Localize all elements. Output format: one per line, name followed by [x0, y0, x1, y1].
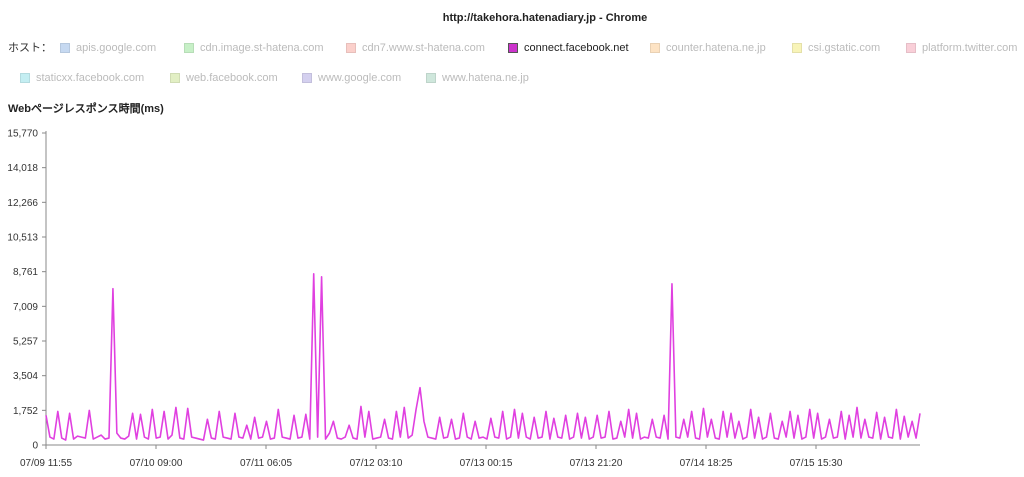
- series-line-connect-facebook-net: [45, 273, 921, 441]
- legend-swatch: [302, 73, 312, 83]
- y-axis-label: Webページレスポンス時間(ms): [8, 103, 164, 115]
- y-tick-label: 15,770: [7, 129, 38, 140]
- x-tick-label: 07/14 18:25: [680, 458, 733, 469]
- legend-item-label: cdn7.www.st-hatena.com: [362, 42, 485, 54]
- legend-swatch: [60, 43, 70, 53]
- x-tick-label: 07/10 09:00: [130, 458, 183, 469]
- y-tick-label: 5,257: [13, 336, 38, 347]
- legend-item-label: www.hatena.ne.jp: [442, 72, 529, 84]
- legend-item-cdn-image-st-hatena-com[interactable]: cdn.image.st-hatena.com: [184, 40, 324, 56]
- y-tick-label: 12,266: [7, 198, 38, 209]
- legend-item-www-google-com[interactable]: www.google.com: [302, 70, 401, 86]
- y-tick-label: 3,504: [13, 371, 38, 382]
- y-tick-label: 1,752: [13, 406, 38, 417]
- legend-item-apis-google-com[interactable]: apis.google.com: [60, 40, 156, 56]
- legend-item-label: csi.gstatic.com: [808, 42, 881, 54]
- legend-item-csi-gstatic-com[interactable]: csi.gstatic.com: [792, 40, 880, 56]
- legend-swatch: [508, 43, 518, 53]
- legend-swatch: [20, 73, 30, 83]
- y-tick-label: 0: [32, 441, 38, 452]
- y-tick-label: 14,018: [7, 163, 38, 174]
- legend-swatch: [792, 43, 802, 53]
- x-tick-label: 07/12 03:10: [350, 458, 403, 469]
- chart-title: http://takehora.hatenadiary.jp - Chrome: [442, 12, 648, 24]
- legend-item-label: connect.facebook.net: [524, 42, 629, 54]
- legend-swatch: [906, 43, 916, 53]
- legend-label: ホスト：: [8, 42, 52, 54]
- legend-item-label: www.google.com: [318, 72, 402, 84]
- legend-item-web-facebook-com[interactable]: web.facebook.com: [170, 70, 278, 86]
- legend-item-label: platform.twitter.com: [922, 42, 1018, 54]
- legend-swatch: [650, 43, 660, 53]
- legend-item-cdn7-www-st-hatena-com[interactable]: cdn7.www.st-hatena.com: [346, 40, 485, 56]
- legend-item-label: cdn.image.st-hatena.com: [200, 42, 324, 54]
- y-tick-label: 8,761: [13, 267, 38, 278]
- legend-swatch: [346, 43, 356, 53]
- legend-item-label: apis.google.com: [76, 42, 157, 54]
- legend-item-platform-twitter-com[interactable]: platform.twitter.com: [906, 40, 1017, 56]
- x-tick-label: 07/09 11:55: [20, 458, 73, 469]
- legend-swatch: [426, 73, 436, 83]
- x-tick-label: 07/15 15:30: [790, 458, 843, 469]
- legend-item-label: staticxx.facebook.com: [36, 72, 145, 84]
- legend-item-counter-hatena-ne-jp[interactable]: counter.hatena.ne.jp: [650, 40, 766, 56]
- legend: ホスト： apis.google.com cdn.image.st-hatena.c…: [8, 34, 1018, 94]
- y-tick-label: 10,513: [7, 233, 38, 244]
- x-tick-label: 07/11 06:05: [240, 458, 293, 469]
- legend-item-staticxx-facebook-com[interactable]: staticxx.facebook.com: [20, 70, 144, 86]
- legend-item-www-hatena-ne-jp[interactable]: www.hatena.ne.jp: [426, 70, 529, 86]
- legend-item-connect-facebook-net[interactable]: connect.facebook.net: [508, 40, 629, 56]
- y-tick-label: 7,009: [13, 302, 38, 313]
- x-tick-label: 07/13 21:20: [570, 458, 623, 469]
- legend-item-label: web.facebook.com: [186, 72, 278, 84]
- legend-swatch: [170, 73, 180, 83]
- legend-item-label: counter.hatena.ne.jp: [666, 42, 766, 54]
- legend-swatch: [184, 43, 194, 53]
- x-tick-label: 07/13 00:15: [460, 458, 513, 469]
